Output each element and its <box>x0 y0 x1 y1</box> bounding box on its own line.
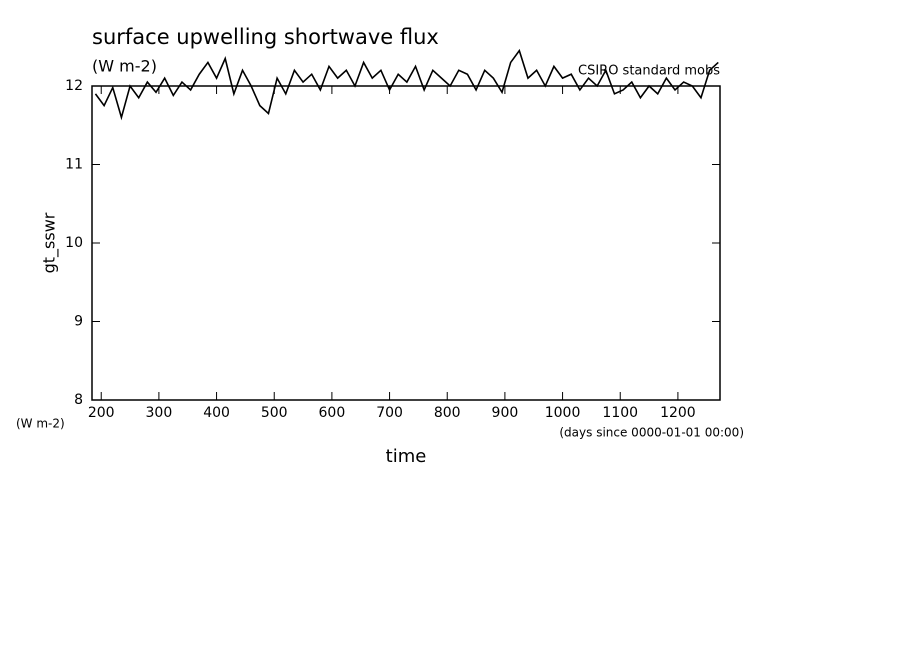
x-tick-label: 400 <box>203 405 230 421</box>
x-axis-label: time <box>386 446 427 467</box>
x-tick-label: 200 <box>88 405 115 421</box>
x-tick-label: 700 <box>376 405 403 421</box>
plot-frame <box>91 85 721 401</box>
y-tick-label: 10 <box>65 235 83 251</box>
x-axis-units: (days since 0000-01-01 00:00) <box>559 426 744 440</box>
x-tick-label: 1100 <box>602 405 638 421</box>
x-tick-label: 500 <box>261 405 288 421</box>
y-tick-label: 8 <box>74 392 83 408</box>
x-tick-label: 800 <box>434 405 461 421</box>
x-tick-label: 600 <box>319 405 346 421</box>
y-axis-label: gt_sswr <box>40 212 60 273</box>
y-axis-units: (W m-2) <box>16 417 65 431</box>
x-tick-label: 300 <box>146 405 173 421</box>
y-tick-label: 12 <box>65 78 83 94</box>
chart-subtitle: (W m-2) <box>92 57 157 76</box>
annotation: CSIRO standard mobs <box>578 64 720 79</box>
y-tick-label: 9 <box>74 314 83 330</box>
x-tick-label: 1000 <box>545 405 581 421</box>
y-tick-label: 11 <box>65 157 83 173</box>
data-line <box>94 48 719 121</box>
x-tick-label: 1200 <box>660 405 696 421</box>
x-tick-label: 900 <box>492 405 519 421</box>
chart-title: surface upwelling shortwave flux <box>92 25 439 49</box>
